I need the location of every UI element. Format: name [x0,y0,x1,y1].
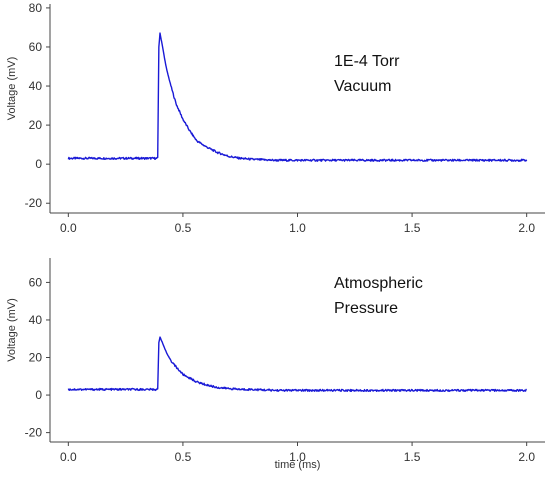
y-tick-label: 40 [29,313,43,327]
x-tick-label: 2.0 [518,221,535,235]
x-tick-label: 0.5 [175,221,192,235]
y-axis-label: Voltage (mV) [6,298,18,362]
x-axis-label: time (ms) [275,459,321,471]
y-tick-label: 80 [29,1,43,15]
annotation-text: 1E-4 Torr [334,53,400,70]
y-tick-label: 20 [29,118,43,132]
x-tick-label: 0.5 [175,450,192,464]
panel-atmospheric: -20 0 20 40 60 0.0 0.5 1.0 1.5 2.0 Voltage (mV) tim… [6,258,545,471]
x-tick-label: 1.0 [289,450,306,464]
x-tick-label: 1.5 [404,221,421,235]
voltage-trace [67,336,527,392]
voltage-trace [67,32,528,162]
y-axis-label: Voltage (mV) [6,57,18,121]
x-tick-label: 2.0 [518,450,535,464]
annotation-text: Pressure [334,300,398,317]
x-tick-label: 0.0 [60,450,77,464]
y-tick-label: -20 [25,196,43,210]
y-tick-label: 40 [29,79,43,93]
x-tick-label: 0.0 [60,221,77,235]
y-tick-label: 60 [29,40,43,54]
annotation-text: Vacuum [334,78,392,95]
annotation-text: Atmospheric [334,275,423,292]
y-tick-label: 60 [29,275,43,289]
y-tick-label: -20 [25,426,43,440]
y-tick-label: 20 [29,351,43,365]
x-tick-label: 1.5 [404,450,421,464]
y-tick-label: 0 [35,157,42,171]
x-tick-label: 1.0 [289,221,306,235]
y-tick-label: 0 [35,388,42,402]
panel-vacuum: -20 0 20 40 60 80 0.0 0.5 1.0 1.5 2.0 Voltage (mV) 1… [6,1,545,235]
